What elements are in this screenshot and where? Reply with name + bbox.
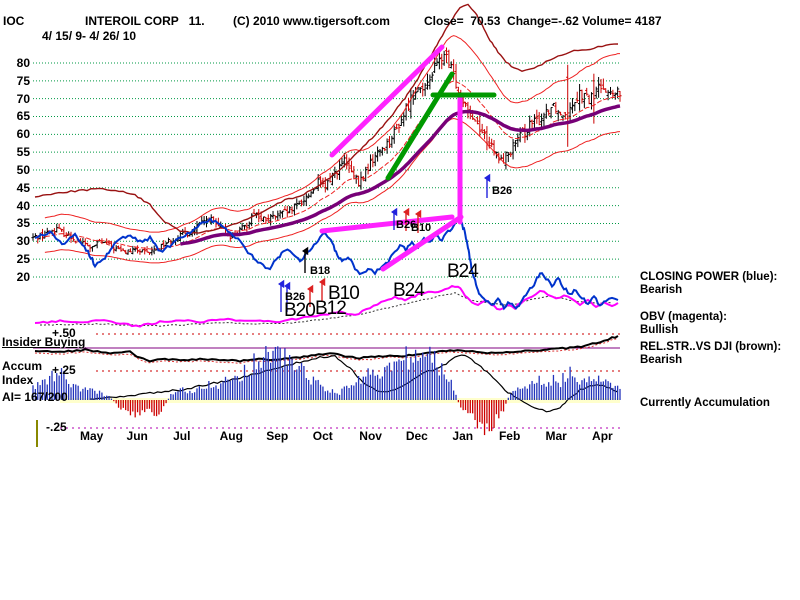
chart-canvas: [31, 3, 622, 447]
